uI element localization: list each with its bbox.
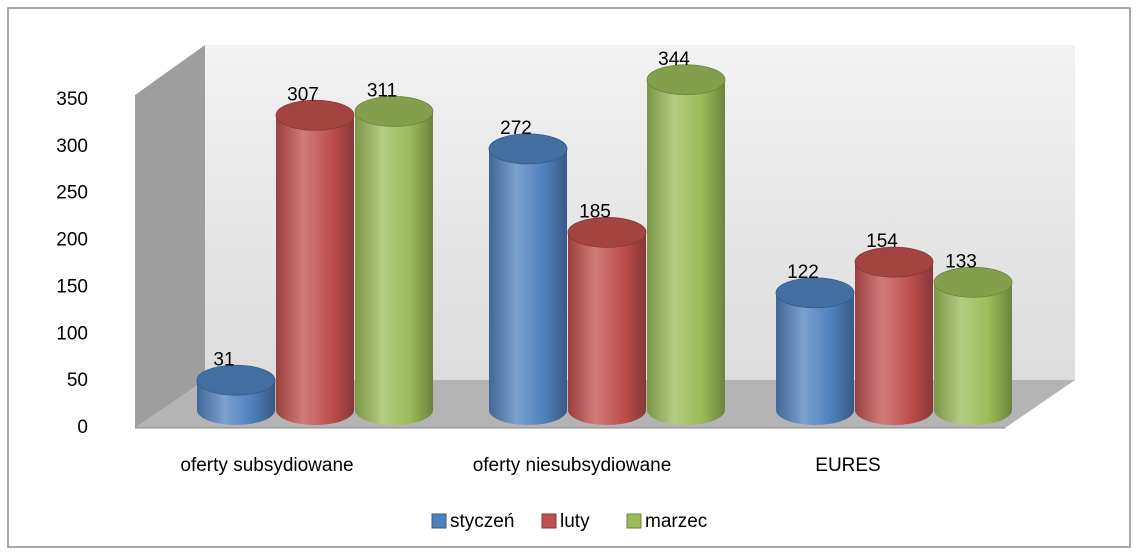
bar-top	[196, 364, 276, 396]
data-label: 311	[367, 80, 397, 101]
bar	[568, 232, 646, 425]
bar-top	[275, 99, 355, 131]
y-tick-label: 0	[77, 417, 88, 438]
y-tick-label: 350	[56, 89, 88, 110]
legend-label: marzec	[645, 511, 707, 532]
y-tick-label: 150	[56, 276, 88, 297]
legend-swatch	[431, 513, 447, 529]
bar-top	[488, 133, 568, 165]
y-tick-label: 200	[56, 230, 88, 251]
side-wall	[135, 45, 205, 428]
bar-top	[646, 64, 726, 96]
data-label: 185	[579, 201, 611, 222]
data-label: 272	[500, 118, 532, 139]
bar	[934, 282, 1012, 425]
legend-label: luty	[560, 511, 590, 532]
y-tick-label: 300	[56, 136, 88, 157]
y-tick-label: 50	[67, 370, 88, 391]
data-label: 344	[658, 49, 690, 70]
x-tick-label: EURES	[815, 455, 880, 476]
x-tick-label: oferty niesubsydiowane	[473, 455, 672, 476]
bar	[855, 262, 933, 425]
bar-top	[567, 216, 647, 248]
bar	[647, 79, 725, 425]
bar-top	[854, 246, 934, 278]
bar	[776, 292, 854, 425]
data-label: 122	[787, 262, 819, 283]
bar	[489, 148, 567, 425]
data-label: 31	[213, 349, 234, 370]
data-label: 307	[287, 84, 319, 105]
legend-swatch	[541, 513, 557, 529]
bar-top	[354, 96, 434, 127]
bar	[355, 111, 433, 425]
data-label: 133	[945, 251, 977, 272]
x-tick-label: oferty subsydiowane	[180, 455, 353, 476]
legend-label: styczeń	[450, 511, 514, 532]
bar-top	[775, 277, 855, 309]
bar	[276, 115, 354, 425]
y-tick-label: 100	[56, 323, 88, 344]
bar-top	[933, 266, 1013, 298]
y-tick-label: 250	[56, 183, 88, 204]
legend-swatch	[626, 513, 642, 529]
data-label: 154	[866, 231, 898, 252]
